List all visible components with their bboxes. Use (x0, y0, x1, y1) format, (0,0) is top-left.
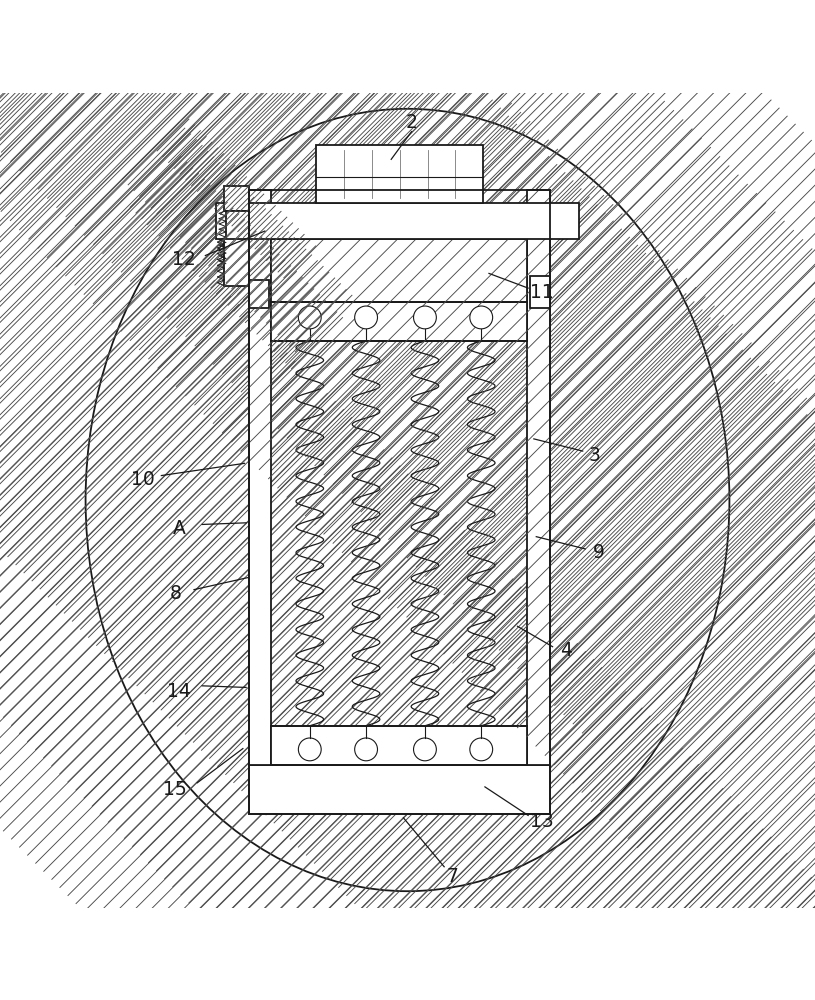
Bar (249, 765, 550, 814)
Text: 3: 3 (589, 446, 601, 465)
Circle shape (469, 738, 492, 761)
Bar (249, 190, 271, 765)
Text: 15: 15 (163, 780, 187, 799)
Text: 7: 7 (447, 867, 458, 886)
Text: 11: 11 (530, 283, 554, 302)
Text: 4: 4 (561, 641, 572, 660)
Circle shape (355, 306, 377, 329)
Text: A: A (173, 519, 186, 538)
Bar (271, 302, 527, 341)
Text: 10: 10 (130, 470, 155, 489)
Bar (249, 280, 269, 308)
Text: 8: 8 (170, 584, 181, 603)
Bar (527, 190, 550, 765)
Bar (249, 190, 550, 814)
Bar (249, 190, 271, 765)
Circle shape (413, 306, 436, 329)
Bar (216, 203, 579, 239)
Text: 13: 13 (530, 812, 554, 831)
Text: 9: 9 (593, 543, 605, 562)
Bar (226, 241, 247, 284)
Text: 14: 14 (167, 682, 192, 701)
Bar (271, 239, 527, 302)
Circle shape (413, 738, 436, 761)
Bar (271, 239, 527, 302)
Bar (249, 765, 550, 814)
Bar (226, 188, 247, 209)
Ellipse shape (86, 109, 729, 891)
Bar (227, 212, 247, 262)
Bar (224, 186, 249, 211)
Bar (224, 239, 249, 286)
Bar (271, 726, 527, 765)
Circle shape (298, 738, 321, 761)
Circle shape (469, 306, 492, 329)
Circle shape (298, 306, 321, 329)
Text: 12: 12 (171, 250, 196, 269)
Circle shape (355, 738, 377, 761)
Bar (530, 276, 550, 308)
Bar (226, 211, 249, 264)
Text: 2: 2 (406, 113, 417, 132)
Bar (316, 145, 483, 203)
Bar (216, 203, 579, 239)
Bar (527, 190, 550, 765)
